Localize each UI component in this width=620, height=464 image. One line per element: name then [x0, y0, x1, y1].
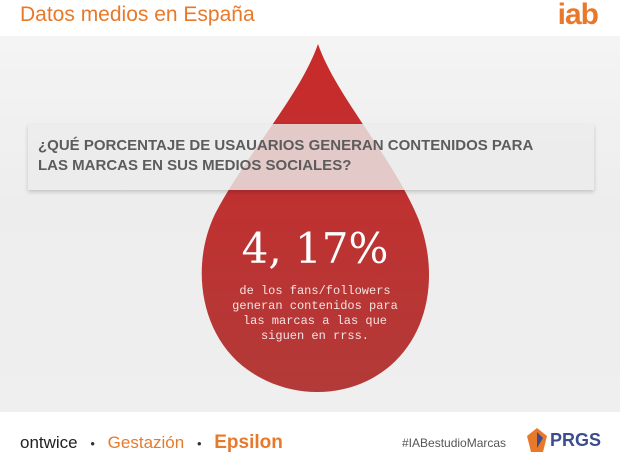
- page-title: Datos medios en España: [20, 3, 255, 26]
- header: Datos medios en España iab: [0, 0, 620, 36]
- ontwice-logo: ontwice: [20, 433, 78, 452]
- footer: ontwice • Gestazión • Epsilon #IABestudi…: [0, 412, 620, 464]
- separator: •: [196, 436, 202, 451]
- slide-content: ¿QUÉ PORCENTAJE DE USAUARIOS GENERAN CON…: [0, 36, 620, 412]
- stat-caption: de los fans/followers generan contenidos…: [215, 284, 415, 344]
- stat-caption-line: generan contenidos para: [232, 299, 398, 313]
- stat-caption-line: las marcas a las que: [242, 314, 388, 328]
- stat-caption-line: siguen en rrss.: [260, 329, 370, 343]
- epsilon-logo: Epsilon: [214, 432, 283, 453]
- prgs-text: PRGS: [550, 430, 602, 450]
- prgs-logo-icon: [527, 428, 547, 452]
- separator: •: [90, 436, 95, 451]
- stat-caption-line: de los fans/followers: [239, 284, 391, 298]
- drop-shape: [201, 44, 430, 393]
- question-text: ¿QUÉ PORCENTAJE DE USAUARIOS GENERAN CON…: [38, 136, 578, 176]
- prgs-logo: PRGS: [525, 426, 601, 454]
- gestazion-logo: Gestazión: [107, 433, 185, 452]
- stat-value: 4, 17%: [241, 224, 389, 273]
- hashtag: #IABestudioMarcas: [402, 436, 507, 450]
- iab-logo: iab: [557, 0, 599, 31]
- sponsor-logos: ontwice • Gestazión • Epsilon: [20, 432, 283, 454]
- question-line-2: LAS MARCAS EN SUS MEDIOS SOCIALES?: [38, 157, 352, 174]
- question-banner: ¿QUÉ PORCENTAJE DE USAUARIOS GENERAN CON…: [28, 124, 594, 190]
- question-line-1: ¿QUÉ PORCENTAJE DE USAUARIOS GENERAN CON…: [38, 137, 534, 154]
